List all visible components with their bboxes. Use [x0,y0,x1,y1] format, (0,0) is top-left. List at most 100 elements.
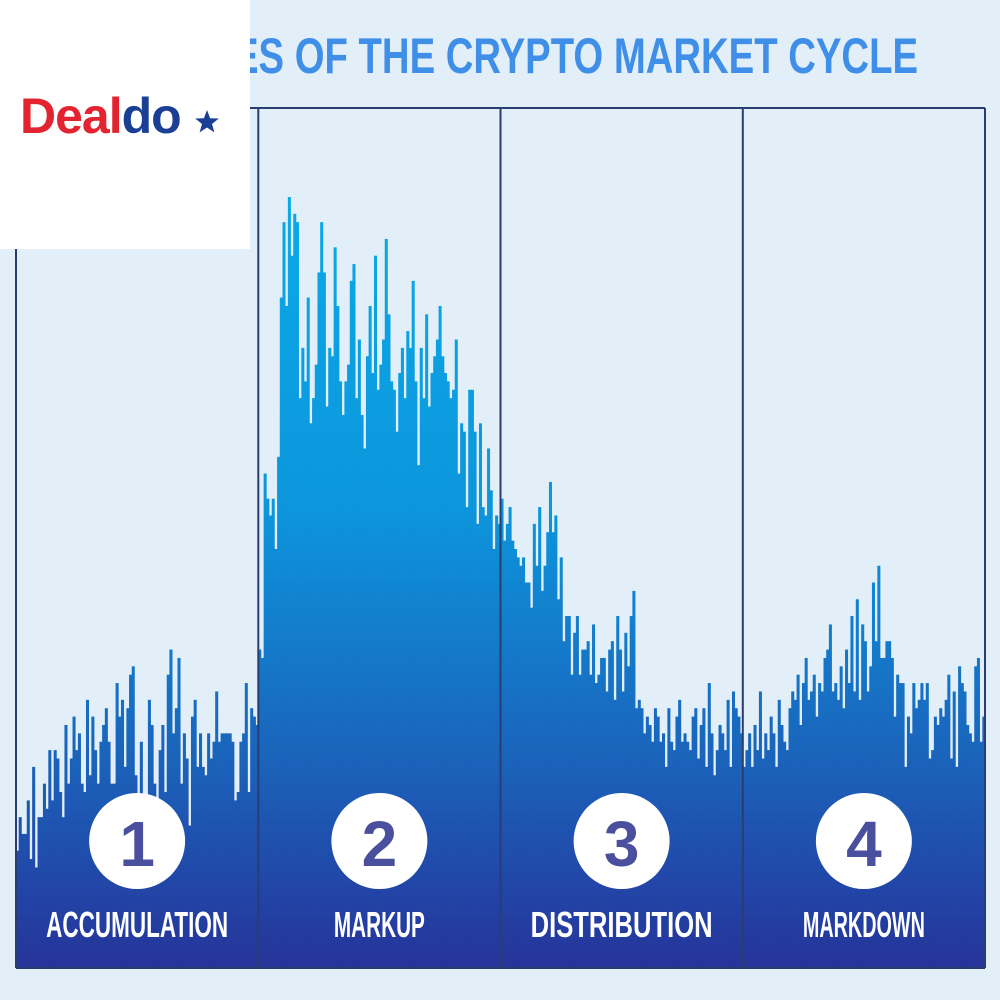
bar-phase-2-39 [363,448,367,968]
bar-phase-4-15 [783,741,787,968]
bar-phase-3-16 [543,565,547,968]
bar-phase-2-27 [330,356,334,968]
bar-phase-2-87 [492,549,496,968]
bar-phase-3-9 [524,582,528,968]
phase-label: MARKUP [334,904,425,945]
bar-phase-1-64 [188,825,192,968]
bar-phase-2-17 [304,381,308,968]
bar-phase-3-79 [713,775,717,968]
bar-phase-1-26 [85,699,90,968]
brand-logo: Dealdo [0,0,250,249]
bar-phase-3-63 [670,741,674,968]
chart-title: ES OF THE CRYPTO MARKET CYCLE [233,28,918,84]
phase-badge-circle [815,793,912,889]
bar-phase-3-30 [581,649,585,968]
bar-phase-4-0 [742,766,746,968]
bar-phase-2-65 [433,356,437,968]
bar-phase-2-51 [395,431,399,968]
bar-phase-1-19 [67,783,71,968]
bar-phase-3-10 [527,582,531,968]
bar-phase-1-77 [223,733,227,968]
chart-title-svg: ES OF THE CRYPTO MARKET CYCLE [233,28,918,84]
bar-phase-2-8 [279,297,283,969]
bar-phase-1-30 [96,783,100,968]
bar-phase-4-13 [777,699,781,968]
bar-phase-3-15 [540,590,544,968]
bar-phase-3-75 [702,708,706,968]
bar-phase-3-0 [500,498,504,968]
bar-phase-2-21 [314,364,318,968]
bar-phase-3-6 [516,557,520,968]
bar-phase-2-4 [269,515,273,968]
bar-phase-1-81 [234,800,238,968]
bar-phase-3-24 [565,616,569,968]
bar-phase-3-65 [675,716,679,968]
bar-phase-1-78 [225,733,229,968]
bar-phase-1-88 [252,716,256,968]
bar-phase-3-85 [729,766,733,968]
bar-phase-3-69 [686,741,690,968]
bar-phase-3-8 [522,557,526,968]
bar-phase-2-7 [277,456,281,968]
phase-label: ACCUMULATION [46,904,228,945]
phase-label: MARKDOWN [803,904,925,945]
bar-phase-1-73 [212,741,216,968]
bar-phase-2-61 [422,398,426,968]
bar-phase-4-16 [785,750,789,968]
bar-phase-2-57 [411,280,415,969]
bar-phase-4-1 [745,750,749,968]
bar-phase-4-31 [826,649,830,968]
bar-phase-1-76 [220,733,224,968]
bar-phase-3-19 [551,532,555,968]
bar-phase-4-78 [952,691,956,968]
bar-phase-1-74 [215,691,219,968]
bar-phase-1-4 [26,800,30,968]
bar-phase-3-77 [707,683,711,968]
bar-phase-1-83 [239,741,243,968]
bar-phase-3-22 [559,557,563,968]
bar-phase-2-70 [446,381,450,968]
bar-phase-4-69 [928,758,932,968]
bar-phase-2-55 [406,331,410,968]
bar-phase-2-3 [266,498,270,968]
bar-phase-2-15 [298,398,302,968]
bar-phase-2-50 [392,389,396,968]
bar-phase-4-88 [979,741,983,968]
bar-phase-4-11 [772,733,776,968]
bar-phase-4-21 [799,724,803,968]
bar-phase-4-89 [982,716,986,968]
bar-phase-1-23 [77,733,81,968]
bar-phase-2-59 [417,465,421,968]
bar-phase-2-23 [320,222,324,968]
bar-phase-4-14 [780,724,784,968]
bar-phase-3-87 [734,708,738,968]
bar-phase-1-14 [53,750,57,968]
bar-phase-4-77 [950,758,954,968]
phase-label: DISTRIBUTION [531,904,713,945]
bar-phase-1-15 [56,758,60,968]
bar-phase-3-49 [632,590,636,968]
bar-phase-1-0 [16,850,20,968]
bar-phase-1-69 [201,766,205,968]
bar-phase-4-66 [920,683,924,968]
bar-phase-3-13 [535,565,539,968]
bar-phase-1-66 [193,699,197,968]
bar-phase-3-66 [678,699,682,968]
bar-phase-2-77 [465,507,469,968]
bar-phase-3-4 [511,540,515,968]
bar-phase-2-13 [293,213,297,969]
phase-badge-circle [331,793,428,889]
bar-phase-4-12 [775,766,779,968]
bar-phase-2-35 [352,264,356,969]
bar-phase-2-25 [325,406,329,968]
bar-phase-3-25 [567,616,571,968]
bar-phase-3-18 [548,481,552,968]
bar-phase-1-68 [199,733,203,968]
bar-phase-3-76 [705,766,709,968]
bar-phase-2-41 [368,305,372,969]
bar-phase-2-53 [400,347,404,968]
bar-phase-3-20 [554,515,558,968]
bar-phase-2-11 [287,197,291,969]
bar-phase-3-31 [583,649,587,968]
bar-phase-3-12 [532,523,536,968]
